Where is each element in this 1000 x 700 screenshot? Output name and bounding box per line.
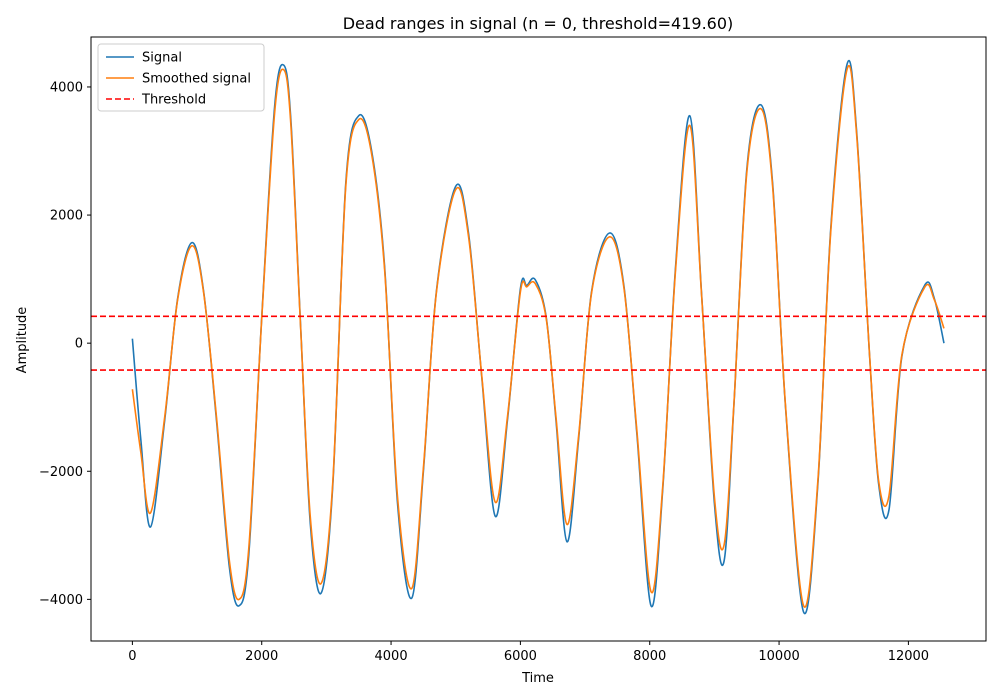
chart-title: Dead ranges in signal (n = 0, threshold=… (343, 14, 734, 33)
x-axis-label: Time (521, 671, 554, 686)
x-tick-label: 2000 (245, 649, 278, 664)
x-axis-ticks: 0 2000 4000 6000 8000 10000 12000 (128, 641, 929, 664)
x-tick-label: 6000 (504, 649, 537, 664)
y-tick-label: −2000 (39, 465, 83, 480)
y-tick-label: 4000 (50, 80, 83, 95)
x-tick-label: 0 (128, 649, 136, 664)
plot-area (90, 36, 987, 642)
series-line-smoothed-signal (131, 64, 945, 608)
y-tick-label: −4000 (39, 593, 83, 608)
legend-box (97, 43, 265, 112)
legend-label-threshold: Threshold (141, 93, 206, 108)
x-tick-label: 10000 (758, 649, 799, 664)
y-axis-ticks: −4000 −2000 0 2000 4000 (39, 80, 91, 608)
y-axis-label: Amplitude (15, 307, 30, 374)
y-tick-label: 2000 (50, 209, 83, 224)
x-tick-label: 8000 (633, 649, 666, 664)
plot-frame (90, 36, 987, 642)
legend-label-signal: Signal (142, 51, 182, 66)
legend-label-smoothed-signal: Smoothed signal (142, 72, 251, 87)
x-tick-label: 4000 (375, 649, 408, 664)
x-tick-label: 12000 (888, 649, 929, 664)
y-tick-label: 0 (75, 337, 83, 352)
series-line-signal (131, 59, 945, 615)
legend: Signal Smoothed signal Threshold (97, 43, 265, 112)
